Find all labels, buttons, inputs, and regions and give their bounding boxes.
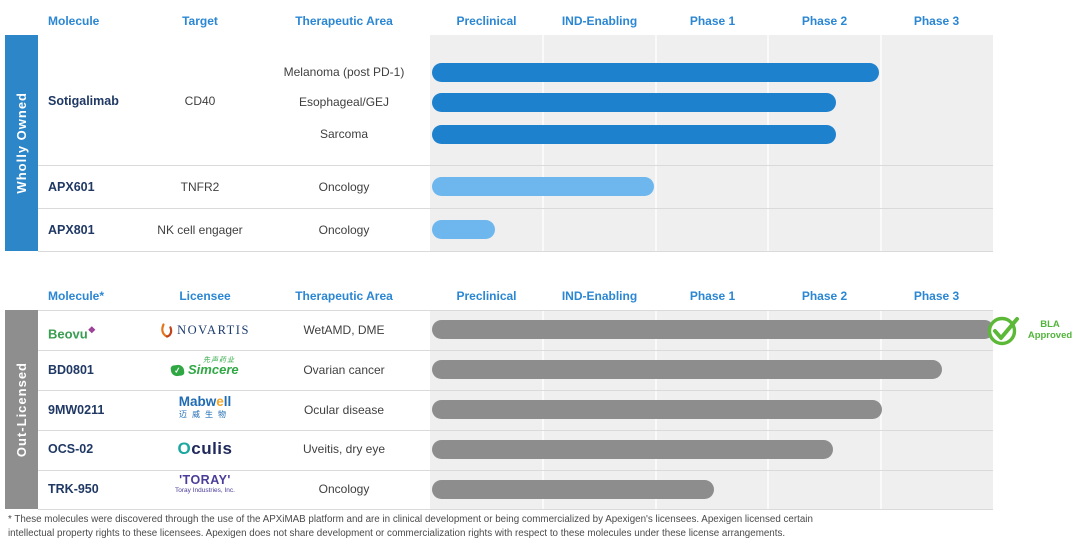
top-gridline-4 [880, 35, 882, 251]
top-phase-header-preclinical: Preclinical [456, 14, 517, 28]
row-divider [38, 470, 993, 471]
toray-wordmark: 'TORAY' [179, 473, 231, 487]
bar-sotigalimab-esophageal [432, 93, 836, 112]
footnote-line-1: * These molecules were discovered throug… [8, 514, 813, 525]
bar-apx601 [432, 177, 654, 196]
target-tnfr2: TNFR2 [180, 180, 220, 194]
molecule-9mw0211: 9MW0211 [48, 403, 105, 417]
wholly-owned-sidebar: Wholly Owned [5, 35, 38, 251]
oculis-wordmark: culis [191, 439, 233, 458]
bla-line1: BLA [1040, 319, 1060, 330]
bar-ocs-02 [432, 440, 833, 459]
bar-trk-950 [432, 480, 714, 499]
top-phase-header-phase2: Phase 2 [801, 14, 848, 28]
section-bottom-divider [38, 509, 993, 510]
row-divider [38, 350, 993, 351]
mabwell-wordmark-e: e [216, 394, 224, 409]
out-licensed-sidebar: Out-Licensed [5, 310, 38, 509]
check-circle-icon [987, 316, 1019, 346]
oculis-o-icon: O [177, 439, 192, 458]
top-phase-header-ind-enabling: IND-Enabling [561, 14, 638, 28]
novartis-wordmark: NOVARTIS [177, 323, 250, 337]
simcere-leaf-icon: ✓ [170, 364, 186, 377]
indication-melanoma: Melanoma (post PD-1) [283, 65, 405, 79]
area-apx801-oncology: Oncology [318, 223, 370, 237]
mabwell-chinese-text: 迈威生物 [179, 410, 231, 419]
bottom-col-header-area: Therapeutic Area [295, 289, 393, 303]
footnote: * These molecules were discovered throug… [8, 513, 1074, 540]
simcere-chinese-text: 先声药业 [203, 357, 235, 364]
out-licensed-label: Out-Licensed [14, 361, 29, 458]
top-col-header-molecule: Molecule [48, 14, 100, 28]
molecule-apx601: APX601 [48, 180, 95, 194]
bottom-phase-header-phase3: Phase 3 [913, 289, 960, 303]
footnote-line-2: intellectual property rights to these li… [8, 527, 786, 539]
bar-bd0801 [432, 360, 942, 379]
toray-subtext: Toray Industries, Inc. [175, 487, 235, 494]
molecule-trk-950: TRK-950 [48, 482, 99, 496]
simcere-wordmark: Simcere [188, 362, 239, 377]
row-divider [38, 165, 993, 166]
bottom-phase-header-phase1: Phase 1 [689, 289, 736, 303]
row-divider [38, 430, 993, 431]
bar-beovu [432, 320, 994, 339]
molecule-bd0801: BD0801 [48, 363, 94, 377]
bottom-phase-header-ind-enabling: IND-Enabling [561, 289, 638, 303]
novartis-flame-icon [161, 322, 173, 338]
area-trk950-oncology: Oncology [318, 482, 370, 496]
top-phase-header-phase1: Phase 1 [689, 14, 736, 28]
bottom-col-header-licensee: Licensee [179, 289, 231, 303]
bottom-phase-header-phase2: Phase 2 [801, 289, 848, 303]
licensee-mabwell-logo: Mabwell 迈威生物 [140, 394, 270, 426]
mabwell-wordmark-a: Mabw [178, 394, 217, 409]
area-ovarian-cancer: Ovarian cancer [303, 363, 385, 377]
bar-9mw0211 [432, 400, 882, 419]
beovu-pinwheel-icon: ❖ [87, 325, 96, 335]
top-col-header-target: Target [182, 14, 218, 28]
molecule-ocs-02: OCS-02 [48, 442, 94, 456]
mabwell-wordmark-b: ll [223, 394, 232, 409]
bla-approved-badge: BLA Approved [986, 312, 1075, 348]
row-divider [38, 310, 993, 311]
target-cd40: CD40 [184, 94, 216, 108]
top-phase-header-phase3: Phase 3 [913, 14, 960, 28]
top-col-header-area: Therapeutic Area [295, 14, 393, 28]
molecule-apx801: APX801 [48, 223, 95, 237]
licensee-oculis-logo: Oculis [140, 438, 270, 460]
molecule-sotigalimab: Sotigalimab [48, 94, 119, 108]
area-apx601-oncology: Oncology [318, 180, 370, 194]
licensee-novartis-logo: NOVARTIS [140, 321, 270, 339]
area-uveitis-dry-eye: Uveitis, dry eye [302, 442, 386, 456]
area-wetamd-dme: WetAMD, DME [303, 323, 385, 337]
bottom-phase-header-preclinical: Preclinical [456, 289, 517, 303]
licensee-simcere-logo: 先声药业 ✓ Simcere [140, 356, 270, 386]
row-divider [38, 390, 993, 391]
bla-line2: Approved [1027, 330, 1073, 341]
bla-approved-text: BLA Approved [1025, 319, 1075, 341]
section-bottom-divider [38, 251, 993, 252]
bottom-col-header-molecule: Molecule* [48, 289, 105, 303]
indication-esophageal: Esophageal/GEJ [298, 95, 390, 109]
bar-sotigalimab-sarcoma [432, 125, 836, 144]
wholly-owned-label: Wholly Owned [14, 92, 29, 194]
molecule-beovu: Beovu❖ [48, 321, 96, 342]
licensee-toray-logo: 'TORAY' Toray Industries, Inc. [140, 473, 270, 505]
indication-sarcoma: Sarcoma [319, 127, 369, 141]
target-nk-cell-engager: NK cell engager [157, 223, 243, 237]
bar-sotigalimab-melanoma [432, 63, 879, 82]
row-divider [38, 208, 993, 209]
bar-apx801 [432, 220, 495, 239]
area-ocular-disease: Ocular disease [303, 403, 385, 417]
beovu-wordmark: Beovu [48, 326, 88, 342]
